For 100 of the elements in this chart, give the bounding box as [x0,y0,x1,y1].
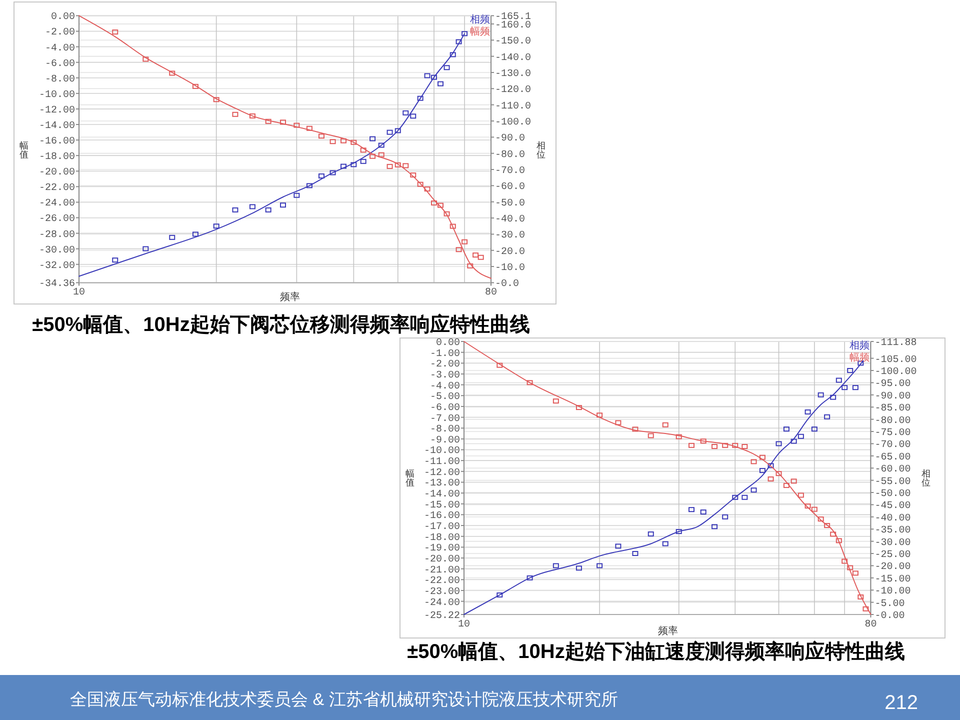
y-tick-label: -19.00 [424,544,460,555]
y2-tick-label: -15.00 [874,574,911,586]
y2-axis-title: 相位 [922,468,930,488]
y-tick-label: 0.00 [50,12,75,24]
y2-tick-label: -111.88 [874,338,917,349]
y-tick-label: -2.00 [44,28,75,39]
y2-tick-label: -60.0 [495,182,526,194]
text: 幅频 [470,26,490,38]
x-tick-label: 10 [458,620,470,630]
y2-tick-label: -90.00 [874,391,911,402]
y2-tick-label: -30.0 [495,230,526,242]
y-tick-label: -28.00 [38,230,75,241]
series-label: 相频 [470,14,490,26]
y-tick-label: -30.00 [38,245,75,256]
y-tick-label: -13.00 [424,478,460,490]
y2-tick-label: -0.00 [874,611,905,622]
y2-tick-label: -35.00 [874,526,911,537]
y2-tick-label: -100.0 [495,117,532,128]
y-tick-label: -4.00 [430,381,460,392]
y2-tick-label: -70.0 [495,166,526,177]
y2-tick-label: -50.00 [874,488,911,500]
y-tick-label: -10.00 [38,90,75,101]
y2-tick-label: -130.0 [495,68,532,80]
y2-tick-label: -25.00 [874,550,911,561]
y-tick-label: -24.00 [38,198,75,210]
y-tick-label: -15.00 [424,500,460,512]
y-tick-label: -20.00 [38,168,75,179]
y-tick-label: -20.00 [424,554,460,566]
y2-tick-label: -75.00 [874,428,911,439]
y-tick-label: -23.00 [424,586,460,598]
y-tick-label: -8.00 [430,424,460,436]
y-tick-label: -12.00 [424,468,460,479]
y-tick-label: -24.00 [424,598,460,609]
text: 幅频 [850,352,870,364]
text: 212 [884,692,918,714]
y2-tick-label: -20.00 [874,562,911,574]
text: ±50%幅值、10Hz起始下阀芯位移测得频率响应特性曲线 [32,313,530,336]
y2-tick-label: -10.00 [874,586,911,598]
y2-tick-label: -90.0 [495,134,526,145]
y-axis-title: 幅值 [406,468,414,488]
y-tick-label: -6.00 [44,58,75,70]
x-tick-label: 10 [72,288,86,299]
y2-axis-title: 相位 [536,140,546,160]
y-tick-label: -14.00 [424,490,460,501]
y2-tick-label: -60.00 [874,464,911,476]
y2-tick-label: -10.0 [495,263,526,274]
y2-tick-label: -70.00 [874,440,911,452]
y-tick-label: -16.00 [38,136,75,148]
y2-tick-label: -50.0 [495,198,526,210]
x-axis-title: 频率 [658,625,678,637]
y-tick-label: -21.00 [424,565,460,576]
series-label: 相频 [850,340,870,352]
x-tick-label: 80 [484,288,498,299]
y2-tick-label: -110.0 [495,101,532,112]
y-tick-label: -7.00 [430,414,460,425]
y2-tick-label: -140.0 [495,52,532,64]
y-axis-title: 幅值 [20,140,28,160]
y2-tick-label: -45.00 [874,501,911,512]
y2-tick-label: -100.00 [874,366,917,378]
y2-tick-label: -40.00 [874,513,911,524]
text: 全国液压气动标准化技术委员会 & 江苏省机械研究设计院液压技术研究所 [70,690,618,709]
y-tick-label: -18.00 [38,152,75,164]
y2-tick-label: -150.0 [495,36,532,48]
y-tick-label: -22.00 [424,576,460,588]
y-tick-label: -5.00 [430,392,460,404]
y-tick-label: -32.00 [38,260,75,272]
y-tick-label: -11.00 [424,457,460,468]
y2-tick-label: -5.00 [874,598,905,610]
y2-tick-label: -40.0 [495,214,526,226]
y-tick-label: -17.00 [424,522,460,534]
y2-tick-label: -20.0 [495,246,526,258]
y-tick-label: -14.00 [38,120,75,132]
y-tick-label: -9.00 [430,435,460,446]
y2-tick-label: -30.00 [874,538,911,549]
x-axis-title: 频率 [280,291,300,303]
x-tick-label: 80 [864,620,877,630]
y2-tick-label: -55.00 [874,476,911,488]
y-tick-label: -18.00 [424,532,460,544]
y2-tick-label: -95.00 [874,379,911,390]
y-tick-label: -25.22 [424,611,460,622]
y-tick-label: -8.00 [44,74,75,86]
y-tick-label: -6.00 [430,402,460,414]
y-tick-label: -12.00 [38,105,75,116]
y2-tick-label: -80.00 [874,416,911,427]
y2-tick-label: -80.0 [495,150,526,161]
y-tick-label: 0.00 [436,338,460,349]
y2-tick-label: -85.00 [874,404,911,415]
y-tick-label: -4.00 [44,43,75,54]
y-tick-label: -10.00 [424,446,460,458]
y-tick-label: -3.00 [430,370,460,382]
y2-tick-label: -160.0 [495,20,532,32]
y-tick-label: -26.00 [38,214,75,226]
y2-tick-label: -120.0 [495,85,532,96]
text: ±50%幅值、10Hz起始下油缸速度测得频率响应特性曲线 [407,640,905,663]
y-tick-label: -2.00 [430,360,460,371]
y-tick-label: -34.36 [38,279,75,290]
y-tick-label: -1.00 [430,348,460,360]
y2-tick-label: -65.00 [874,452,911,464]
y2-tick-label: -0.0 [495,279,520,290]
y2-tick-label: -105.00 [874,354,917,366]
